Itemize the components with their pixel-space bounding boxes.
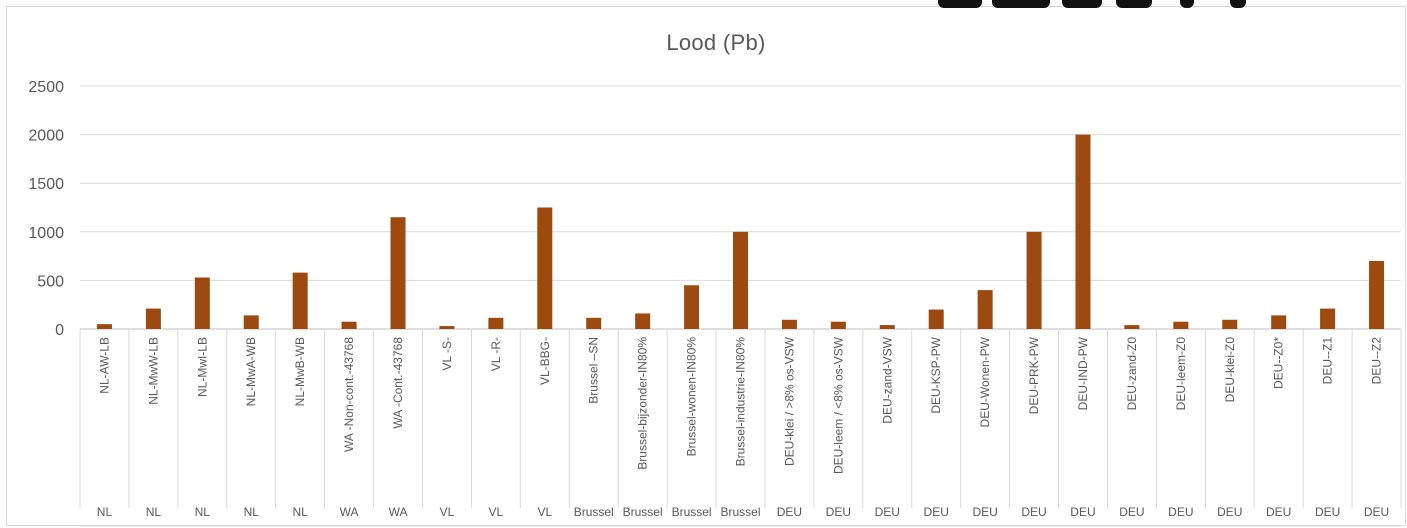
y-tick-label: 500 [37,273,64,290]
group-label: DEU [1364,505,1389,519]
group-label: VL [440,505,455,519]
y-tick-label: 0 [55,322,64,339]
x-tick-label: NL-MwW-LB [146,337,160,405]
x-tick-label: VL -S- [440,337,454,371]
bar [1320,308,1336,329]
y-tick-label: 2000 [28,128,64,145]
bar [537,207,553,329]
bar [684,285,700,329]
x-tick-label: NL-MwB-WB [293,337,307,406]
x-tick-label: WA -Non-cont.-43768 [342,337,356,452]
group-label: DEU [1266,505,1291,519]
bar [733,231,748,329]
x-tick-label: DEU--Z0* [1272,337,1286,389]
x-tick-label: DEU-KSP-PW [929,336,943,413]
group-label: NL [292,505,308,519]
bar [1075,134,1091,329]
group-label: Brussel [720,505,760,519]
x-tick-label: Brussel –SN [587,337,601,404]
bar [390,217,406,329]
x-tick-label: DEU-klei-Z0 [1223,337,1237,403]
bar [341,321,357,329]
x-tick-label: NL-MwA-WB [244,337,258,406]
group-label: DEU [1315,505,1340,519]
x-tick-label: Brussel-bijzonder-IN80% [636,337,650,470]
group-label: NL [195,505,211,519]
chart-title: Lood (Pb) [666,30,766,55]
group-label: DEU [875,505,900,519]
x-tick-label: Brussel-wonen-IN80% [685,337,699,457]
group-label: DEU [972,505,997,519]
bar [635,313,651,329]
x-tick-label: VL-BBG- [538,337,552,385]
group-label: NL [244,505,260,519]
bar [439,326,455,329]
bar [243,315,259,329]
bar [1222,319,1238,329]
group-label: DEU [777,505,802,519]
bar [488,317,504,329]
group-label: DEU [1168,505,1193,519]
x-tick-label: DEU-IND-PW [1076,336,1090,410]
x-tick-label: DEU-klei / >8% os-VSW [782,336,796,466]
group-label: DEU [826,505,851,519]
bar [1369,260,1385,329]
x-tick-label: WA -Cont.-43768 [391,337,405,429]
bar [96,324,112,329]
x-tick-label: DEU-leem / <8% os-VSW [831,336,845,474]
group-label: NL [146,505,162,519]
x-tick-label: DEU-leem-Z0 [1174,337,1188,411]
group-label: DEU [1217,505,1242,519]
x-tick-label: Brussel-industrie-IN80% [734,337,748,467]
group-label: DEU [1070,505,1095,519]
bar [1026,231,1042,329]
x-tick-label: NL-MwI-LB [195,337,209,397]
bar [879,325,895,329]
x-tick-label: DEU--Z2 [1370,337,1384,385]
chart-frame [6,6,1406,526]
x-tick-label: DEU-zand-VSW [880,336,894,423]
bar [977,290,993,329]
group-label: DEU [924,505,949,519]
bar [292,272,308,329]
x-tick-label: DEU-Wonen-PW [978,336,992,427]
bar [194,277,210,329]
group-label: WA [340,505,359,519]
y-tick-label: 2500 [28,79,64,96]
bar [781,319,797,329]
bar [145,308,161,329]
bar [1271,315,1287,329]
bar [1124,325,1140,329]
bar [830,321,846,329]
group-label: NL [97,505,113,519]
group-label: VL [489,505,504,519]
x-tick-label: NL-AW-LB [97,337,111,394]
group-label: Brussel [574,505,614,519]
y-tick-label: 1500 [28,176,64,193]
group-label: Brussel [672,505,712,519]
x-tick-label: DEU-zand-Z0 [1125,337,1139,411]
x-tick-label: DEU-PRK-PW [1027,336,1041,414]
group-label: DEU [1119,505,1144,519]
group-label: DEU [1021,505,1046,519]
x-tick-label: VL -R- [489,337,503,371]
y-tick-label: 1000 [28,225,64,242]
bar [1173,321,1189,329]
group-label: WA [389,505,408,519]
group-label: Brussel [623,505,663,519]
bar [928,309,944,329]
x-tick-label: DEU--Z1 [1321,337,1335,385]
group-label: VL [537,505,552,519]
bar [586,317,602,329]
